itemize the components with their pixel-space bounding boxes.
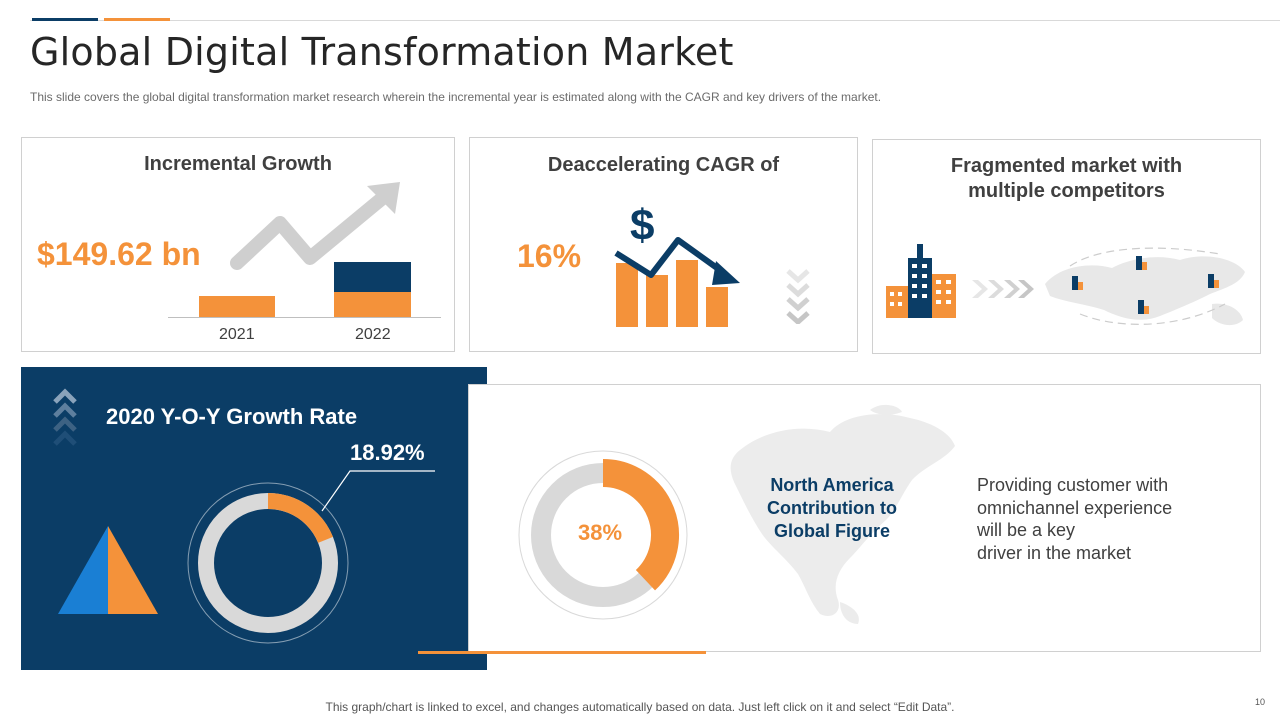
fragmented-title-line2: multiple competitors: [968, 180, 1165, 202]
bar-2021: [199, 296, 275, 317]
header-accent-blue: [32, 18, 98, 21]
north-america-value: 38%: [578, 520, 623, 545]
growth-arrow-icon: [230, 182, 400, 270]
bar-2022-lower: [334, 292, 411, 317]
page-number: 10: [1255, 697, 1266, 707]
footer-note: This graph/chart is linked to excel, and…: [325, 700, 955, 714]
north-america-map-icon: [730, 404, 955, 624]
svg-text:$: $: [630, 201, 654, 250]
bottom-accent-line: [418, 651, 706, 654]
chevrons-down-icon: [786, 269, 810, 324]
fragmented-card[interactable]: Fragmented market with multiple competit…: [872, 139, 1261, 354]
fragmented-title-line1: Fragmented market with: [950, 155, 1183, 177]
card-divider: [468, 384, 469, 652]
header-accent-orange: [104, 18, 170, 21]
incremental-growth-title: Incremental Growth: [144, 153, 332, 175]
north-america-title: North America Contribution to Global Fig…: [752, 474, 912, 543]
dollar-decline-icon: $: [614, 201, 740, 327]
market-driver-line2: omnichannel experience: [977, 497, 1173, 518]
pyramid-icon: [58, 526, 158, 614]
header-rule: [30, 20, 1280, 21]
market-driver-line3: will be a key: [977, 520, 1076, 540]
north-america-title-line1: North America: [770, 475, 894, 495]
chevrons-up-icon: [53, 388, 77, 446]
cagr-value: 16%: [517, 238, 582, 274]
market-driver-line4: driver in the market: [977, 542, 1132, 563]
yoy-growth-title: 2020 Y-O-Y Growth Rate: [106, 404, 358, 429]
north-america-title-line3: Global Figure: [773, 521, 890, 541]
bar-2022-upper: [334, 262, 411, 292]
market-driver-line1: Providing customer with: [977, 475, 1169, 495]
north-america-donut: [518, 450, 688, 620]
page-subtitle: This slide covers the global digital tra…: [30, 90, 882, 104]
incremental-value: $149.62 bn: [37, 236, 201, 272]
year-label-2021: 2021: [219, 326, 255, 343]
world-map-icon: [1045, 247, 1245, 326]
chevrons-right-icon: [972, 280, 1034, 298]
bar-baseline: [168, 317, 441, 318]
year-label-2022: 2022: [355, 326, 391, 343]
city-buildings-icon: [886, 244, 956, 318]
north-america-title-line2: Contribution to: [767, 498, 897, 518]
market-driver-text: Providing customer with omnichannel expe…: [977, 474, 1217, 564]
cagr-title: Deaccelerating CAGR of: [547, 154, 780, 176]
yoy-leader-line: [321, 470, 435, 512]
north-america-arc: [602, 459, 679, 591]
yoy-growth-arc: [267, 493, 333, 544]
yoy-growth-donut: [187, 482, 349, 644]
page-title: Global Digital Transformation Market: [30, 30, 734, 74]
yoy-growth-value: 18.92%: [350, 440, 425, 465]
